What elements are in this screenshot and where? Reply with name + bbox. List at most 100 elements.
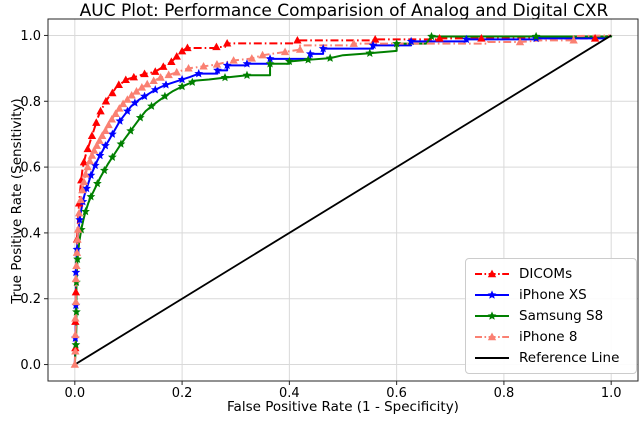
series-dicoms-marker [129,72,138,81]
series-samsung-s8-marker [126,126,135,135]
x-tick-label: 1.0 [601,386,622,401]
series-iphone-8-marker [71,274,81,283]
series-samsung-s8-marker [177,81,187,91]
series-dicoms-marker [114,80,123,88]
series-iphone-8-marker [87,151,97,159]
series-iphone-xs-marker [95,150,105,160]
x-tick-label: 0.8 [494,386,515,401]
series-samsung-s8-marker [242,70,252,79]
legend-label-iphone-8: iPhone 8 [519,329,578,346]
series-dicoms-marker [108,88,117,97]
y-tick-label: 1.0 [20,29,41,44]
series-iphone-xs-marker [161,80,171,89]
series-samsung-s8-marker [71,340,81,349]
x-tick-label: 0.6 [386,386,407,401]
series-iphone-xs-marker [101,141,110,150]
series-samsung-s8-marker [160,91,170,101]
series-iphone-8-marker [349,39,358,47]
x-tick-label: 0.4 [279,386,300,401]
series-samsung-s8-marker [81,206,90,216]
series-iphone-8-marker [76,195,85,204]
series-iphone-8-marker [71,330,80,339]
series-iphone-8-marker [74,208,84,217]
legend-swatch-iphone-8 [475,332,509,341]
series-iphone-8-marker [280,47,290,56]
series-dicoms-marker [172,52,181,60]
series-dicoms-marker [212,42,221,51]
series-samsung-s8-marker [92,178,102,188]
series-samsung-s8-marker [107,152,117,161]
series-iphone-8-marker [149,76,158,85]
series-iphone-8-marker [212,60,222,68]
series-dicoms-marker [92,118,101,126]
legend-swatch-samsung-s8 [475,311,509,320]
series-dicoms-marker [177,46,187,55]
series-iphone-xs-marker [265,54,275,63]
series-iphone-8-marker [164,70,173,79]
series-iphone-xs-marker [406,36,416,46]
legend-label-iphone-xs: iPhone XS [519,286,587,303]
legend-label-dicoms: DICOMs [519,265,573,282]
series-samsung-s8-marker [303,55,313,64]
series-dicoms-marker [71,287,81,296]
series-iphone-8-marker [295,45,305,53]
series-iphone-xs-marker [318,44,328,53]
series-iphone-8-marker [229,56,238,64]
y-tick-label: 0.0 [20,358,41,373]
series-iphone-8-marker [137,83,147,91]
legend-item-iphone-8: iPhone 8 [474,327,628,347]
series-iphone-8-marker [184,63,193,72]
series-dicoms-marker [590,34,600,42]
series-dicoms-marker [101,96,111,105]
series-iphone-8-marker [83,162,92,171]
series-iphone-xs-marker [177,74,187,84]
series-samsung-s8-marker [99,165,109,175]
series-dicoms-marker [79,157,89,166]
y-tick-label: 0.6 [20,161,41,176]
series-iphone-8-marker [70,360,79,368]
series-iphone-xs-marker [140,91,149,101]
series-iphone-xs-marker [150,85,160,94]
series-iphone-8-marker [172,67,181,76]
series-samsung-s8-marker [135,113,145,122]
series-dicoms-marker [96,106,105,115]
series-samsung-s8-marker [427,31,436,41]
series-samsung-s8-marker [187,77,197,86]
legend-swatch-reference-line [475,357,509,360]
series-dicoms-marker [151,67,160,75]
series-iphone-8-marker [73,235,82,243]
series-line-iphone-xs [73,34,612,365]
series-samsung-s8-marker [147,101,156,110]
series-iphone-8-marker [111,109,120,117]
legend-item-dicoms: DICOMs [474,264,628,284]
series-samsung-s8-marker [531,31,541,41]
series-iphone-8-marker [71,346,80,355]
series-iphone-8-marker [95,136,104,144]
series-iphone-xs-marker [71,267,81,277]
series-samsung-s8-marker [284,56,294,66]
series-iphone-xs-marker [242,59,252,68]
series-dicoms-marker [159,62,168,70]
series-iphone-8-marker [143,79,152,88]
series-iphone-8-marker [199,61,208,70]
series-iphone-xs-marker [123,106,132,115]
series-iphone-xs-marker [461,34,471,44]
legend-item-samsung-s8: Samsung S8 [474,306,628,326]
series-iphone-8-marker [258,50,267,59]
series-line-reference-line [74,34,612,366]
series-dicoms-marker [371,35,380,43]
series-dicoms-marker [87,131,97,139]
series-iphone-8-marker [73,225,83,233]
series-iphone-xs-marker [368,40,378,50]
series-iphone-8-marker [97,131,107,139]
series-iphone-xs-marker [75,215,85,224]
series-dicoms-marker [293,35,302,44]
series-iphone-8-marker [118,99,128,108]
series-iphone-xs-marker [115,116,125,125]
series-iphone-8-marker [72,248,82,256]
series-iphone-xs-marker [90,160,100,170]
series-iphone-8-marker [515,37,525,46]
series-iphone-xs-marker [107,129,117,138]
y-tick-label: 0.2 [20,292,41,307]
